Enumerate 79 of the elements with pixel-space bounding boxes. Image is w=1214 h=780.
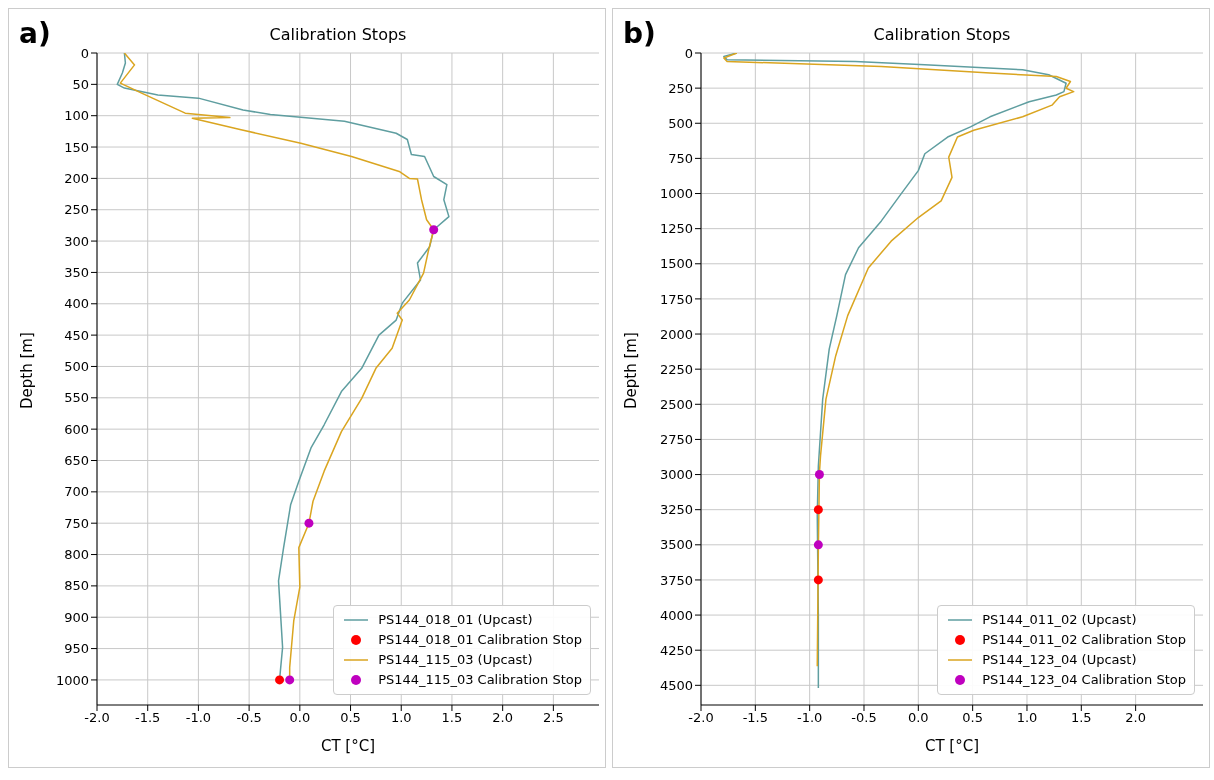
y-tick-label: 4250 — [659, 642, 693, 658]
y-tick-label: 400 — [64, 296, 89, 312]
x-tick-label: 2.0 — [1125, 710, 1146, 726]
point — [304, 518, 314, 528]
legend-label: PS144_011_02 (Upcast) — [982, 611, 1137, 629]
legend-label: PS144_018_01 Calibration Stop — [378, 631, 582, 649]
legend-label: PS144_018_01 (Upcast) — [378, 611, 533, 629]
y-tick-label: 1500 — [659, 256, 693, 272]
x-tick-label: -1.0 — [185, 710, 212, 726]
legend-label: PS144_011_02 Calibration Stop — [982, 631, 1186, 649]
x-tick-label: 0.5 — [962, 710, 983, 726]
y-tick-label: 1000 — [55, 672, 89, 688]
y-tick-label: 600 — [64, 421, 89, 437]
y-tick-label: 3000 — [659, 467, 693, 483]
chart-title: Calibration Stops — [873, 25, 1011, 44]
x-axis-title: CT [°C] — [320, 737, 376, 755]
x-tick-label: 0.5 — [340, 710, 361, 726]
y-tick-label: 3250 — [659, 502, 693, 518]
y-tick-label: 250 — [64, 202, 89, 218]
text: a) — [19, 17, 51, 50]
y-tick-label: 350 — [64, 265, 89, 281]
x-tick-label: 2.0 — [492, 710, 513, 726]
y-tick-label: 300 — [64, 233, 89, 249]
y-tick-label: 0 — [80, 45, 89, 61]
y-tick-label: 1750 — [659, 291, 693, 307]
y-tick-label: 4000 — [659, 607, 693, 623]
legend-label: PS144_115_03 (Upcast) — [378, 651, 533, 669]
x-tick-label: -2.0 — [84, 710, 110, 726]
y-tick-label: 450 — [64, 327, 89, 343]
y-tick-label: 500 — [64, 359, 89, 375]
y-tick-label: 2000 — [659, 326, 693, 342]
legend-label: PS144_115_03 Calibration Stop — [378, 671, 582, 689]
point — [275, 675, 285, 685]
y-tick-label: 750 — [64, 515, 89, 531]
y-tick-label: 2250 — [659, 361, 693, 377]
x-tick-label: 1.5 — [441, 710, 463, 726]
y-tick-label: 1250 — [659, 221, 693, 237]
chart-title: Calibration Stops — [269, 25, 407, 44]
y-tick-label: 850 — [64, 578, 89, 594]
point — [429, 225, 439, 235]
y-tick-label: 2500 — [659, 396, 693, 412]
x-tick-label: 0.0 — [907, 710, 929, 726]
y-axis-title: Depth [m] — [622, 332, 641, 409]
x-tick-label: 1.5 — [1070, 710, 1092, 726]
y-tick-label: 800 — [64, 547, 89, 563]
x-tick-label: 1.0 — [1016, 710, 1038, 726]
y-tick-label: 2750 — [659, 432, 693, 448]
y-tick-label: 50 — [72, 76, 89, 92]
x-tick-label: 1.0 — [390, 710, 412, 726]
y-tick-label: 4500 — [659, 677, 693, 693]
y-tick-label: 100 — [64, 108, 89, 124]
x-tick-label: -2.0 — [688, 710, 714, 726]
x-tick-label: 2.5 — [543, 710, 564, 726]
text: b) — [623, 17, 656, 50]
y-tick-label: 1000 — [659, 186, 693, 202]
x-tick-label: -0.5 — [236, 710, 262, 726]
y-tick-label: 700 — [64, 484, 89, 500]
y-tick-label: 250 — [668, 80, 693, 96]
y-tick-label: 3750 — [659, 572, 693, 588]
legend-label: PS144_123_04 (Upcast) — [982, 651, 1137, 669]
y-axis-title: Depth [m] — [18, 332, 37, 409]
y-tick-label: 750 — [668, 151, 693, 166]
y-tick-label: 950 — [64, 641, 89, 657]
y-tick-label: 550 — [64, 390, 89, 406]
y-tick-label: 150 — [64, 139, 89, 155]
y-tick-label: 0 — [684, 45, 693, 61]
y-tick-label: 900 — [64, 609, 89, 625]
x-tick-label: -1.5 — [135, 710, 161, 726]
point — [285, 675, 295, 685]
x-tick-label: -1.5 — [742, 710, 769, 726]
legend-label: PS144_123_04 Calibration Stop — [982, 671, 1186, 689]
y-tick-label: 650 — [64, 453, 89, 469]
x-tick-label: 0.0 — [289, 710, 311, 726]
x-tick-label: -1.0 — [796, 710, 823, 726]
y-tick-label: 3500 — [659, 537, 693, 553]
x-tick-label: -0.5 — [851, 710, 877, 726]
y-tick-label: 200 — [64, 171, 89, 186]
y-tick-label: 500 — [668, 115, 693, 131]
x-axis-title: CT [°C] — [924, 737, 980, 755]
